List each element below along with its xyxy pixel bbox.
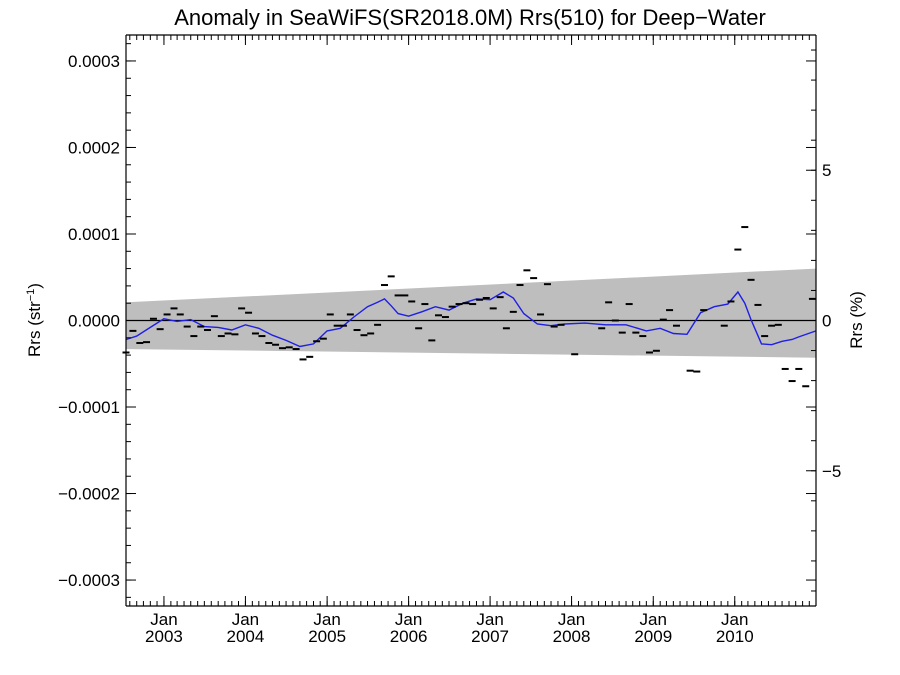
band-holder [126, 268, 816, 358]
data-marks [122, 226, 816, 388]
x-tick-label-month: Jan [640, 610, 667, 629]
x-tick-label-year: 2008 [553, 627, 591, 646]
y-axis-label-left: Rrs (str−1) [25, 283, 44, 357]
y-tick-label: 0.0000 [68, 312, 120, 331]
x-tick-label-month: Jan [150, 610, 177, 629]
y-tick-label: 0.0001 [68, 225, 120, 244]
x-tick-label-month: Jan [313, 610, 340, 629]
x-tick-label-month: Jan [476, 610, 503, 629]
x-tick-label-year: 2006 [390, 627, 428, 646]
uncertainty-band [126, 268, 816, 358]
axes: 0.0003 0.0002 0.0001 0.0000 −0.0001 −0.0002 −0… [58, 34, 841, 646]
x-tick-label-year: 2003 [145, 627, 183, 646]
y-right-tick-label: −5 [822, 462, 841, 481]
ylabel-sup: −1 [25, 289, 37, 302]
x-tick-label-year: 2004 [227, 627, 265, 646]
x-tick-label-year: 2009 [634, 627, 672, 646]
y-tick-label: 0.0003 [68, 52, 120, 71]
svg-text:Rrs (str−1): Rrs (str−1) [25, 283, 44, 357]
y-tick-label: 0.0002 [68, 138, 120, 157]
x-tick-label-month: Jan [721, 610, 748, 629]
ylabel-close: ) [25, 283, 44, 289]
y-tick-label: −0.0003 [58, 571, 120, 590]
x-tick-label-year: 2010 [716, 627, 754, 646]
y-right-tick-label: 0 [822, 312, 831, 331]
y-tick-label: −0.0001 [58, 398, 120, 417]
chart-title: Anomaly in SeaWiFS(SR2018.0M) Rrs(510) f… [174, 5, 766, 30]
y-right-tick-label: 5 [822, 161, 831, 180]
y-tick-label: −0.0002 [58, 485, 120, 504]
x-tick-label-month: Jan [395, 610, 422, 629]
x-tick-label-month: Jan [232, 610, 259, 629]
ylabel-main: Rrs (str [25, 301, 44, 357]
x-tick-label-year: 2007 [471, 627, 509, 646]
y-axis-label-right: Rrs (%) [847, 291, 866, 349]
x-tick-label-year: 2005 [308, 627, 346, 646]
x-tick-label-month: Jan [558, 610, 585, 629]
